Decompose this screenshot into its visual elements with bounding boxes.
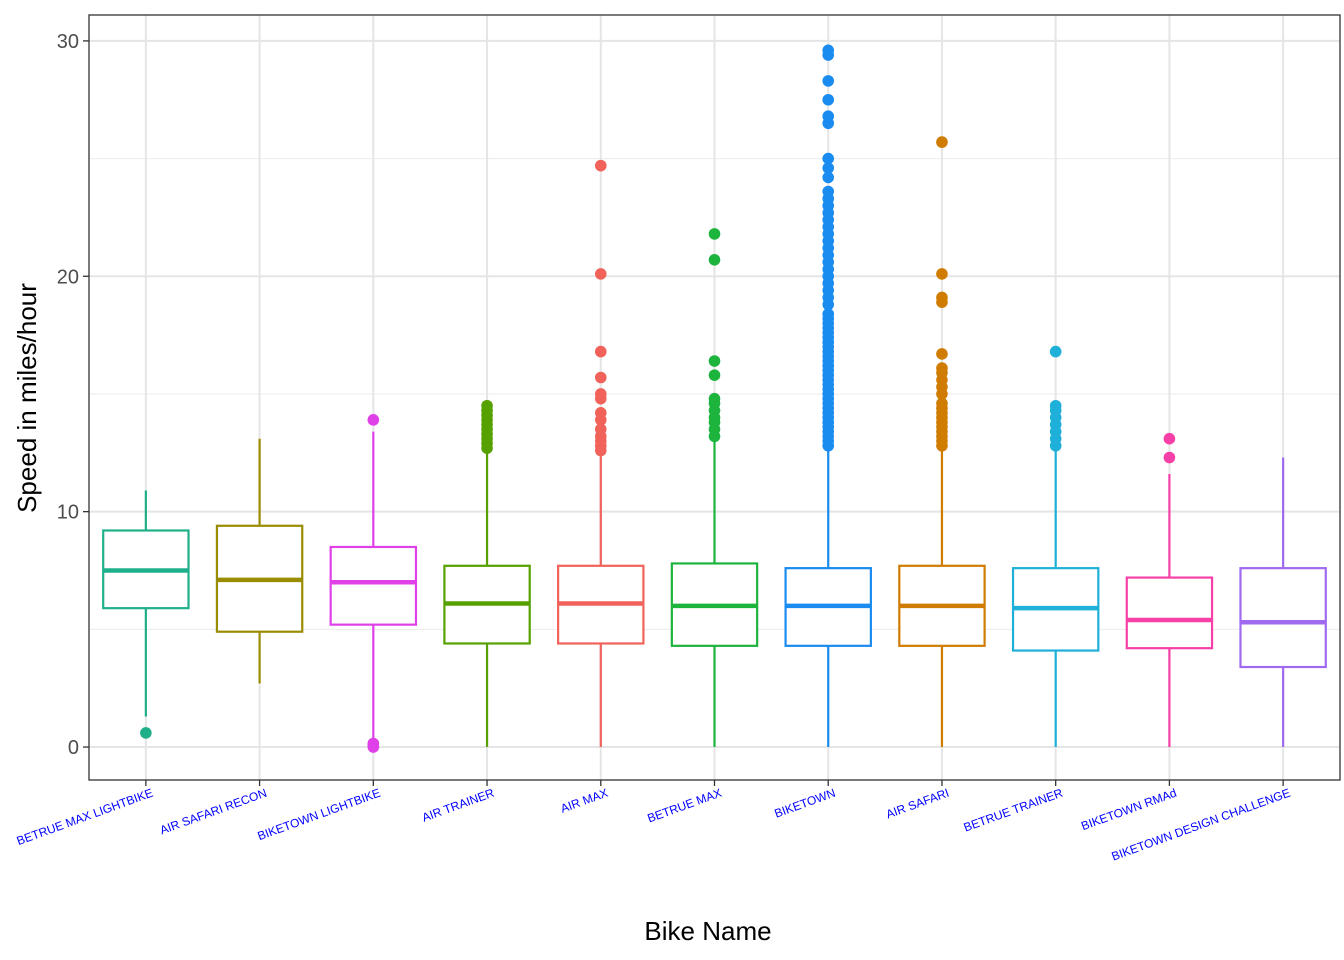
outlier-point xyxy=(936,362,948,374)
outlier-point xyxy=(708,253,721,266)
outlier-point xyxy=(1163,432,1176,445)
outlier-point xyxy=(594,407,607,419)
x-tick-label: BIKETOWN LIGHTBIKE xyxy=(256,786,383,844)
box-3 xyxy=(329,414,418,753)
box-series xyxy=(102,44,1327,753)
outlier-point xyxy=(594,268,607,280)
box-iqr xyxy=(1125,576,1214,650)
outlier-point xyxy=(594,345,607,358)
outlier-point xyxy=(822,152,835,165)
outlier-point xyxy=(140,727,152,739)
outlier-point xyxy=(708,355,721,367)
outlier-point xyxy=(708,392,721,405)
box-6 xyxy=(670,228,759,748)
outlier-point xyxy=(936,397,948,410)
outlier-point xyxy=(936,136,948,148)
axes: 0 10 20 30 BETRUE MAX LIGHTBIKE AIR SAFARI RE… xyxy=(15,31,1292,864)
box-8 xyxy=(898,136,986,748)
x-tick-label: BIKETOWN RMAd xyxy=(1079,786,1178,834)
y-tick-label: 30 xyxy=(57,31,79,53)
box-4 xyxy=(443,399,531,748)
outlier-point xyxy=(594,388,607,400)
box-10 xyxy=(1125,432,1214,748)
box-2 xyxy=(215,438,304,684)
x-tick-label: AIR SAFARI RECON xyxy=(158,786,269,838)
outlier-point xyxy=(822,171,835,184)
box-7 xyxy=(784,44,872,748)
box-1 xyxy=(102,490,190,739)
outlier-point xyxy=(1163,451,1176,464)
x-tick-label: BETRUE MAX LIGHTBIKE xyxy=(15,786,155,848)
x-tick-label: AIR MAX xyxy=(559,786,610,816)
x-tick-label: BETRUE TRAINER xyxy=(962,786,1065,835)
outlier-point xyxy=(822,44,835,57)
outlier-point xyxy=(367,414,380,426)
y-tick-label: 10 xyxy=(57,502,79,524)
box-5 xyxy=(557,159,645,748)
outlier-point xyxy=(594,159,607,172)
outlier-point xyxy=(822,308,835,320)
box-iqr xyxy=(1239,567,1327,669)
x-tick-label: BIKETOWN DESIGN CHALLENGE xyxy=(1110,786,1293,864)
outlier-point xyxy=(367,741,380,753)
x-tick-label: AIR TRAINER xyxy=(420,786,496,825)
outlier-point xyxy=(822,162,835,174)
x-tick-label: AIR SAFARI xyxy=(884,786,951,822)
outlier-point xyxy=(936,291,948,304)
outlier-point xyxy=(1049,345,1062,358)
outlier-point xyxy=(708,369,721,381)
box-11 xyxy=(1239,457,1327,748)
x-axis-title: Bike Name xyxy=(644,916,771,946)
x-tick-label: BETRUE MAX xyxy=(645,786,723,826)
y-tick-label: 0 xyxy=(68,737,79,759)
box-9 xyxy=(1011,345,1100,748)
outlier-point xyxy=(481,399,493,412)
outlier-point xyxy=(594,371,607,384)
x-tick-label: BIKETOWN xyxy=(773,786,838,821)
outlier-point xyxy=(822,110,835,123)
outlier-point xyxy=(936,348,948,360)
box-iqr xyxy=(329,545,418,626)
outlier-point xyxy=(822,75,835,87)
outlier-point xyxy=(1049,399,1062,412)
y-tick-label: 20 xyxy=(57,266,79,288)
outlier-point xyxy=(936,268,948,280)
outlier-point xyxy=(708,228,721,240)
y-axis-title: Speed in miles/hour xyxy=(12,283,42,513)
outlier-point xyxy=(594,423,607,436)
outlier-point xyxy=(822,185,835,198)
outlier-point xyxy=(822,93,835,106)
